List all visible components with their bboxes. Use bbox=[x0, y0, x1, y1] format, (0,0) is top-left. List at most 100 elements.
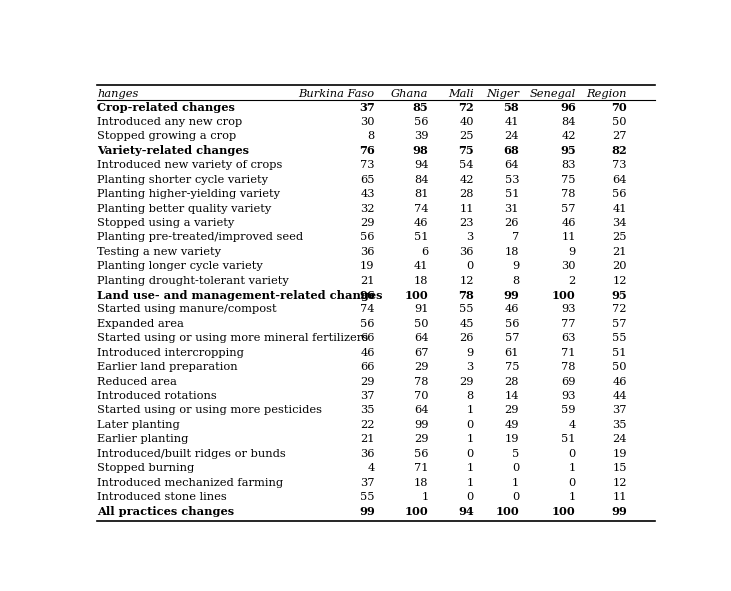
Text: 9: 9 bbox=[569, 247, 576, 257]
Text: 83: 83 bbox=[561, 160, 576, 170]
Text: 69: 69 bbox=[561, 376, 576, 387]
Text: 41: 41 bbox=[414, 261, 428, 271]
Text: 64: 64 bbox=[504, 160, 519, 170]
Text: Testing a new variety: Testing a new variety bbox=[97, 247, 221, 257]
Text: 74: 74 bbox=[414, 203, 428, 213]
Text: 34: 34 bbox=[613, 218, 626, 228]
Text: 7: 7 bbox=[512, 232, 519, 242]
Text: 74: 74 bbox=[360, 304, 374, 314]
Text: 36: 36 bbox=[360, 449, 374, 459]
Text: 96: 96 bbox=[560, 102, 576, 113]
Text: 1: 1 bbox=[421, 492, 428, 502]
Text: 12: 12 bbox=[459, 275, 474, 285]
Text: 12: 12 bbox=[613, 275, 626, 285]
Text: 19: 19 bbox=[613, 449, 626, 459]
Text: 50: 50 bbox=[613, 362, 626, 372]
Text: 99: 99 bbox=[359, 506, 374, 517]
Text: 1: 1 bbox=[466, 405, 474, 415]
Text: 21: 21 bbox=[360, 434, 374, 444]
Text: 23: 23 bbox=[459, 218, 474, 228]
Text: 94: 94 bbox=[458, 506, 474, 517]
Text: 70: 70 bbox=[414, 391, 428, 401]
Text: 99: 99 bbox=[414, 420, 428, 430]
Text: 5: 5 bbox=[512, 449, 519, 459]
Text: 51: 51 bbox=[561, 434, 576, 444]
Text: 26: 26 bbox=[504, 218, 519, 228]
Text: Mali: Mali bbox=[448, 89, 474, 99]
Text: 4: 4 bbox=[569, 420, 576, 430]
Text: 40: 40 bbox=[459, 117, 474, 127]
Text: Started using or using more pesticides: Started using or using more pesticides bbox=[97, 405, 322, 415]
Text: 25: 25 bbox=[459, 131, 474, 141]
Text: 1: 1 bbox=[569, 492, 576, 502]
Text: 21: 21 bbox=[613, 247, 626, 257]
Text: 85: 85 bbox=[413, 102, 428, 113]
Text: 46: 46 bbox=[504, 304, 519, 314]
Text: 2: 2 bbox=[569, 275, 576, 285]
Text: Introduced any new crop: Introduced any new crop bbox=[97, 117, 242, 127]
Text: Reduced area: Reduced area bbox=[97, 376, 177, 387]
Text: 37: 37 bbox=[613, 405, 626, 415]
Text: 12: 12 bbox=[613, 478, 626, 488]
Text: 1: 1 bbox=[512, 478, 519, 488]
Text: 56: 56 bbox=[414, 449, 428, 459]
Text: 54: 54 bbox=[459, 160, 474, 170]
Text: 81: 81 bbox=[414, 189, 428, 199]
Text: 1: 1 bbox=[569, 463, 576, 473]
Text: 37: 37 bbox=[359, 102, 374, 113]
Text: Introduced stone lines: Introduced stone lines bbox=[97, 492, 227, 502]
Text: 28: 28 bbox=[504, 376, 519, 387]
Text: 19: 19 bbox=[360, 261, 374, 271]
Text: 55: 55 bbox=[459, 304, 474, 314]
Text: Land use- and management-related changes: Land use- and management-related changes bbox=[97, 290, 382, 301]
Text: 63: 63 bbox=[561, 333, 576, 343]
Text: 41: 41 bbox=[504, 117, 519, 127]
Text: 0: 0 bbox=[512, 463, 519, 473]
Text: 0: 0 bbox=[466, 492, 474, 502]
Text: 68: 68 bbox=[504, 145, 519, 157]
Text: 18: 18 bbox=[504, 247, 519, 257]
Text: 24: 24 bbox=[613, 434, 626, 444]
Text: 26: 26 bbox=[459, 333, 474, 343]
Text: 29: 29 bbox=[459, 376, 474, 387]
Text: 14: 14 bbox=[504, 391, 519, 401]
Text: 78: 78 bbox=[414, 376, 428, 387]
Text: 71: 71 bbox=[414, 463, 428, 473]
Text: 11: 11 bbox=[459, 203, 474, 213]
Text: Planting shorter cycle variety: Planting shorter cycle variety bbox=[97, 175, 268, 185]
Text: Introduced/built ridges or bunds: Introduced/built ridges or bunds bbox=[97, 449, 286, 459]
Text: 100: 100 bbox=[552, 506, 576, 517]
Text: 29: 29 bbox=[414, 362, 428, 372]
Text: 56: 56 bbox=[613, 189, 626, 199]
Text: Stopped growing a crop: Stopped growing a crop bbox=[97, 131, 236, 141]
Text: 28: 28 bbox=[459, 189, 474, 199]
Text: 37: 37 bbox=[360, 478, 374, 488]
Text: 64: 64 bbox=[414, 405, 428, 415]
Text: 57: 57 bbox=[561, 203, 576, 213]
Text: 93: 93 bbox=[561, 391, 576, 401]
Text: 3: 3 bbox=[466, 362, 474, 372]
Text: 1: 1 bbox=[466, 434, 474, 444]
Text: 84: 84 bbox=[561, 117, 576, 127]
Text: 95: 95 bbox=[560, 145, 576, 157]
Text: 55: 55 bbox=[613, 333, 626, 343]
Text: 75: 75 bbox=[504, 362, 519, 372]
Text: 100: 100 bbox=[496, 506, 519, 517]
Text: 24: 24 bbox=[504, 131, 519, 141]
Text: 35: 35 bbox=[360, 405, 374, 415]
Text: Planting drought-tolerant variety: Planting drought-tolerant variety bbox=[97, 275, 289, 285]
Text: 43: 43 bbox=[360, 189, 374, 199]
Text: 50: 50 bbox=[414, 319, 428, 329]
Text: Earlier land preparation: Earlier land preparation bbox=[97, 362, 238, 372]
Text: 46: 46 bbox=[360, 348, 374, 358]
Text: Introduced new variety of crops: Introduced new variety of crops bbox=[97, 160, 282, 170]
Text: 0: 0 bbox=[466, 261, 474, 271]
Text: 66: 66 bbox=[360, 333, 374, 343]
Text: 57: 57 bbox=[613, 319, 626, 329]
Text: 0: 0 bbox=[466, 449, 474, 459]
Text: 44: 44 bbox=[613, 391, 626, 401]
Text: 72: 72 bbox=[613, 304, 626, 314]
Text: Crop-related changes: Crop-related changes bbox=[97, 102, 235, 113]
Text: 21: 21 bbox=[360, 275, 374, 285]
Text: Planting longer cycle variety: Planting longer cycle variety bbox=[97, 261, 262, 271]
